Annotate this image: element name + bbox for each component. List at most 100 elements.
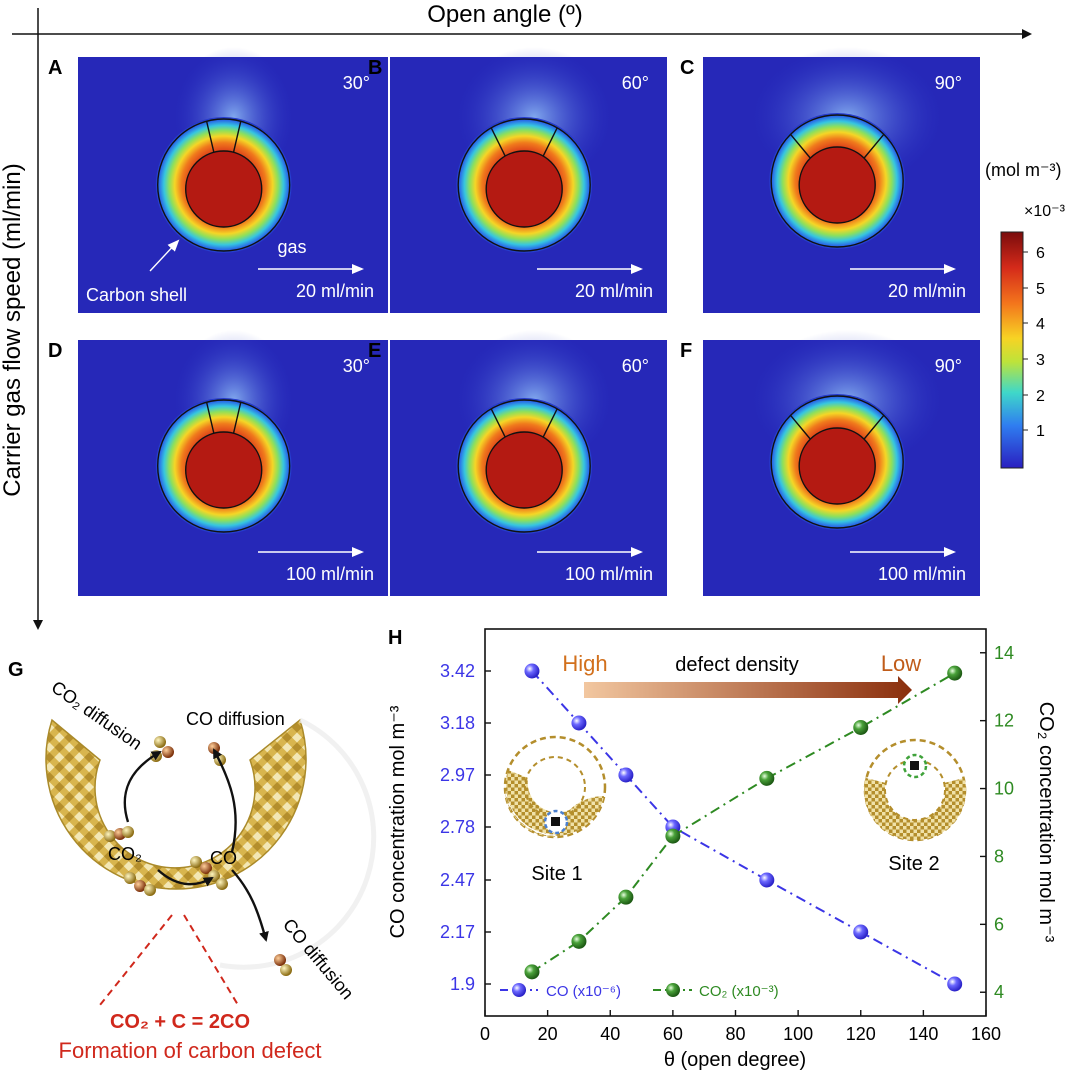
site1-marker — [551, 817, 560, 826]
panel-letter: D — [48, 340, 62, 362]
site2-inner-ring — [884, 759, 946, 821]
colorbar-tick-label: 2 — [1036, 388, 1045, 405]
molecule-atom — [104, 830, 116, 842]
molecule-atom — [144, 884, 156, 896]
data-point-co2 — [947, 665, 963, 681]
y-left-tick-label: 3.18 — [440, 713, 475, 733]
opening-edge — [205, 121, 215, 153]
site1-inset: Site 1 — [503, 735, 607, 885]
panel-letter-h: H — [388, 627, 402, 649]
panel-b: B 60° 20 ml/min — [368, 47, 667, 313]
opening-edge — [490, 127, 506, 157]
shell-outline — [770, 395, 904, 529]
y-right-tick-label: 14 — [994, 643, 1014, 663]
y-axis-left-label: CO concentration mol m⁻³ — [387, 705, 409, 938]
particle-core — [485, 431, 563, 509]
colorbar-tick-label: 6 — [1036, 245, 1045, 262]
colorbar-tick-label: 1 — [1036, 423, 1045, 440]
data-point-co — [853, 924, 869, 940]
chart-legend: CO (x10⁻⁶) CO₂ (x10⁻³) — [500, 983, 779, 1000]
defect-density-arrow — [584, 676, 912, 704]
site2-shell-full — [865, 778, 965, 838]
defect-dash-right — [183, 914, 239, 1006]
panel-a: A 30° 20 ml/min gas Carbon shell — [48, 47, 388, 313]
molecule-atom — [190, 856, 202, 868]
colorbar-gradient — [1000, 231, 1024, 469]
opening-edge — [490, 408, 506, 438]
colorbar-tick-label: 4 — [1036, 316, 1045, 333]
colorbar-tick-label: 3 — [1036, 352, 1045, 369]
y-left-tick-label: 2.47 — [440, 870, 475, 890]
opening-edge — [232, 121, 242, 153]
flow-label: 20 ml/min — [575, 281, 653, 301]
x-tick-label: 60 — [663, 1024, 683, 1044]
panel-e: E 60° 100 ml/min — [368, 330, 667, 596]
simulation-panels: A 30° 20 ml/min gas Carbon shell B 60° 20 ml/mi… — [48, 47, 980, 596]
panel-h-chart: H 0 20 40 60 80 100 120 140 160 3.42 3.18 2.97 2.78 2… — [387, 627, 1057, 1071]
angle-label: 60° — [622, 356, 649, 376]
colorbar: (mol m⁻³) ×10⁻³ 6 5 4 3 2 1 — [985, 160, 1066, 469]
x-tick-label: 100 — [783, 1024, 813, 1044]
x-tick-label: 120 — [846, 1024, 876, 1044]
reaction-arrow — [157, 869, 214, 887]
molecule-atom — [216, 878, 228, 890]
opening-edge — [789, 133, 811, 159]
x-tick-label: 80 — [725, 1024, 745, 1044]
data-point-co2 — [853, 719, 869, 735]
molecule-atom — [162, 746, 174, 758]
data-point-co2 — [759, 770, 775, 786]
co-diffusion-up-arrow — [212, 748, 237, 853]
opening-edge — [232, 402, 242, 434]
molecule-atom — [200, 862, 212, 874]
y-left-tick-label: 2.78 — [440, 817, 475, 837]
shell-pointer — [149, 239, 180, 272]
molecule-atom — [124, 872, 136, 884]
flow-speed-label: Carrier gas flow speed (ml/min) — [0, 163, 26, 496]
site2-marker — [910, 761, 919, 770]
flow-label: 100 ml/min — [286, 564, 374, 584]
flow-label: 100 ml/min — [878, 564, 966, 584]
panel-letter: B — [368, 57, 382, 79]
site1-shell-lower — [504, 776, 604, 838]
flow-label: 20 ml/min — [296, 281, 374, 301]
panel-f: F 90° 100 ml/min — [680, 330, 980, 596]
molecule-atom — [154, 736, 166, 748]
defect-caption: Formation of carbon defect — [59, 1038, 322, 1063]
defect-dash-left — [99, 914, 173, 1006]
angle-label: 30° — [343, 356, 370, 376]
colorbar-multiplier: ×10⁻³ — [1024, 203, 1066, 220]
flow-label: 100 ml/min — [565, 564, 653, 584]
opening-edge — [789, 414, 811, 440]
co-diffusion-top-label: CO diffusion — [186, 709, 285, 729]
defect-density-label: defect density — [675, 654, 798, 676]
molecule-atom — [134, 880, 146, 892]
data-point-co — [618, 767, 634, 783]
panel-letter: F — [680, 340, 692, 362]
flow-label: 20 ml/min — [888, 281, 966, 301]
site2-label: Site 2 — [888, 853, 939, 875]
y-right-tick-label: 10 — [994, 779, 1014, 799]
y-left-tick-label: 2.97 — [440, 765, 475, 785]
y-axis-right-label: CO₂ concentration mol m⁻³ — [1035, 702, 1057, 943]
y-right-tick-label: 8 — [994, 846, 1004, 866]
data-point-co2 — [665, 828, 681, 844]
y-right-tick-label: 12 — [994, 711, 1014, 731]
shell-label: Carbon shell — [86, 285, 187, 305]
colorbar-unit: (mol m⁻³) — [985, 160, 1061, 180]
y-left-tick-label: 3.42 — [440, 661, 475, 681]
data-point-co2 — [524, 964, 540, 980]
shell-outline — [770, 114, 904, 248]
particle-core — [485, 150, 563, 228]
y-right-tick-label: 6 — [994, 914, 1004, 934]
gas-label: gas — [277, 237, 306, 257]
x-axis-label: θ (open degree) — [664, 1049, 806, 1071]
opening-edge — [863, 414, 885, 440]
y-right-tick-label: 4 — [994, 982, 1004, 1002]
carbon-shell-shape — [45, 718, 307, 890]
colorbar-tick-label: 5 — [1036, 281, 1045, 298]
x-tick-label: 140 — [908, 1024, 938, 1044]
shell-outline — [156, 118, 291, 252]
low-label: Low — [881, 651, 921, 676]
particle-core — [798, 427, 876, 505]
